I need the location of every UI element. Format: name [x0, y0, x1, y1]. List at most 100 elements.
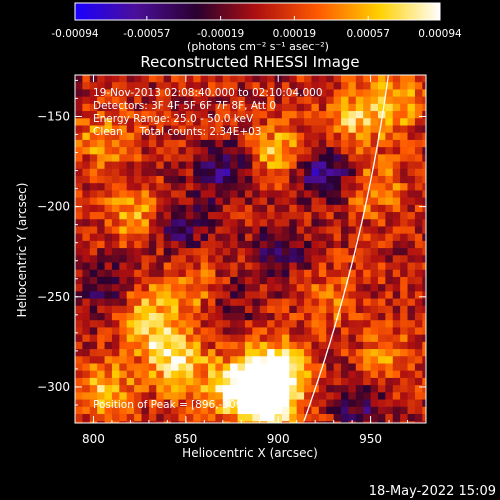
heatmap-cell — [363, 399, 372, 408]
heatmap-cell — [104, 248, 113, 256]
heatmap-cell — [97, 248, 106, 256]
heatmap-cell — [141, 276, 150, 285]
heatmap-cell — [363, 392, 372, 401]
heatmap-cell — [304, 147, 313, 155]
heatmap-cell — [274, 132, 283, 141]
heatmap-cell — [200, 154, 209, 163]
heatmap-cell — [200, 406, 209, 415]
heatmap-cell — [333, 219, 342, 228]
heatmap-cell — [311, 233, 320, 242]
heatmap-cell — [407, 96, 416, 105]
heatmap-cell — [185, 75, 194, 83]
heatmap-cell — [185, 313, 194, 321]
heatmap-cell — [289, 103, 298, 112]
heatmap-cell — [304, 385, 313, 393]
heatmap-cell — [281, 212, 290, 220]
heatmap-cell — [414, 190, 423, 199]
heatmap-cell — [126, 356, 135, 365]
heatmap-cell — [244, 197, 253, 206]
heatmap-cell — [156, 212, 165, 220]
heatmap-cell — [348, 168, 357, 177]
heatmap-cell — [370, 212, 379, 220]
heatmap-cell — [318, 147, 327, 155]
heatmap-cell — [163, 262, 172, 271]
heatmap-cell — [281, 276, 290, 285]
y-axis-ticks: −150−200−250−300 — [37, 79, 426, 424]
heatmap-cell — [370, 139, 379, 148]
heatmap-cell — [281, 356, 290, 365]
heatmap-cell — [377, 413, 386, 422]
heatmap-cell — [252, 421, 261, 423]
heatmap-cell — [252, 240, 261, 249]
heatmap-cell — [193, 313, 202, 321]
heatmap-cell — [333, 118, 342, 127]
heatmap-cell — [141, 233, 150, 242]
heatmap-cell — [156, 168, 165, 177]
heatmap-cell — [385, 197, 394, 206]
heatmap-cell — [407, 298, 416, 307]
heatmap-cell — [75, 161, 83, 170]
heatmap-cell — [134, 111, 143, 119]
heatmap-cell — [422, 349, 426, 357]
heatmap-cell — [407, 313, 416, 321]
heatmap-cell — [385, 75, 394, 83]
heatmap-cell — [215, 147, 224, 155]
heatmap-cell — [414, 82, 423, 91]
heatmap-cell — [274, 392, 283, 401]
heatmap-cell — [281, 233, 290, 242]
heatmap-cell — [215, 125, 224, 134]
heatmap-cell — [104, 118, 113, 127]
heatmap-cell — [407, 392, 416, 401]
heatmap — [75, 75, 426, 423]
heatmap-cell — [193, 320, 202, 329]
heatmap-cell — [304, 262, 313, 271]
heatmap-cell — [230, 139, 239, 148]
heatmap-cell — [171, 233, 180, 242]
heatmap-cell — [281, 305, 290, 314]
heatmap-cell — [200, 305, 209, 314]
heatmap-cell — [163, 175, 172, 184]
heatmap-cell — [222, 269, 231, 278]
heatmap-cell — [215, 212, 224, 220]
heatmap-cell — [222, 240, 231, 249]
heatmap-cell — [318, 118, 327, 127]
heatmap-cell — [230, 413, 239, 422]
heatmap-cell — [171, 139, 180, 148]
heatmap-cell — [318, 392, 327, 401]
heatmap-cell — [148, 219, 157, 228]
heatmap-cell — [97, 240, 106, 249]
heatmap-cell — [156, 161, 165, 170]
heatmap-cell — [89, 82, 98, 91]
heatmap-cell — [289, 377, 298, 386]
heatmap-cell — [370, 327, 379, 336]
heatmap-cell — [377, 125, 386, 134]
heatmap-cell — [296, 413, 305, 422]
heatmap-cell — [111, 82, 120, 91]
heatmap-cell — [392, 132, 401, 141]
heatmap-cell — [163, 168, 172, 177]
heatmap-cell — [259, 421, 268, 423]
heatmap-cell — [422, 377, 426, 386]
heatmap-cell — [341, 385, 350, 393]
heatmap-cell — [267, 334, 276, 343]
heatmap-cell — [208, 276, 216, 285]
heatmap-cell — [348, 399, 357, 408]
heatmap-cell — [171, 421, 180, 423]
heatmap-cell — [244, 132, 253, 141]
heatmap-cell — [237, 219, 246, 228]
heatmap-cell — [111, 320, 120, 329]
heatmap-cell — [267, 255, 276, 264]
heatmap-cell — [230, 204, 239, 213]
heatmap-cell — [75, 111, 83, 119]
heatmap-cell — [148, 197, 157, 206]
heatmap-cell — [82, 96, 91, 105]
heatmap-cell — [400, 183, 409, 191]
heatmap-cell — [304, 341, 313, 350]
heatmap-cell — [237, 103, 246, 112]
heatmap-cell — [252, 269, 261, 278]
heatmap-cell — [75, 363, 83, 372]
heatmap-cell — [215, 370, 224, 379]
heatmap-cell — [363, 75, 372, 83]
heatmap-cell — [326, 219, 335, 228]
heatmap-cell — [318, 399, 327, 408]
